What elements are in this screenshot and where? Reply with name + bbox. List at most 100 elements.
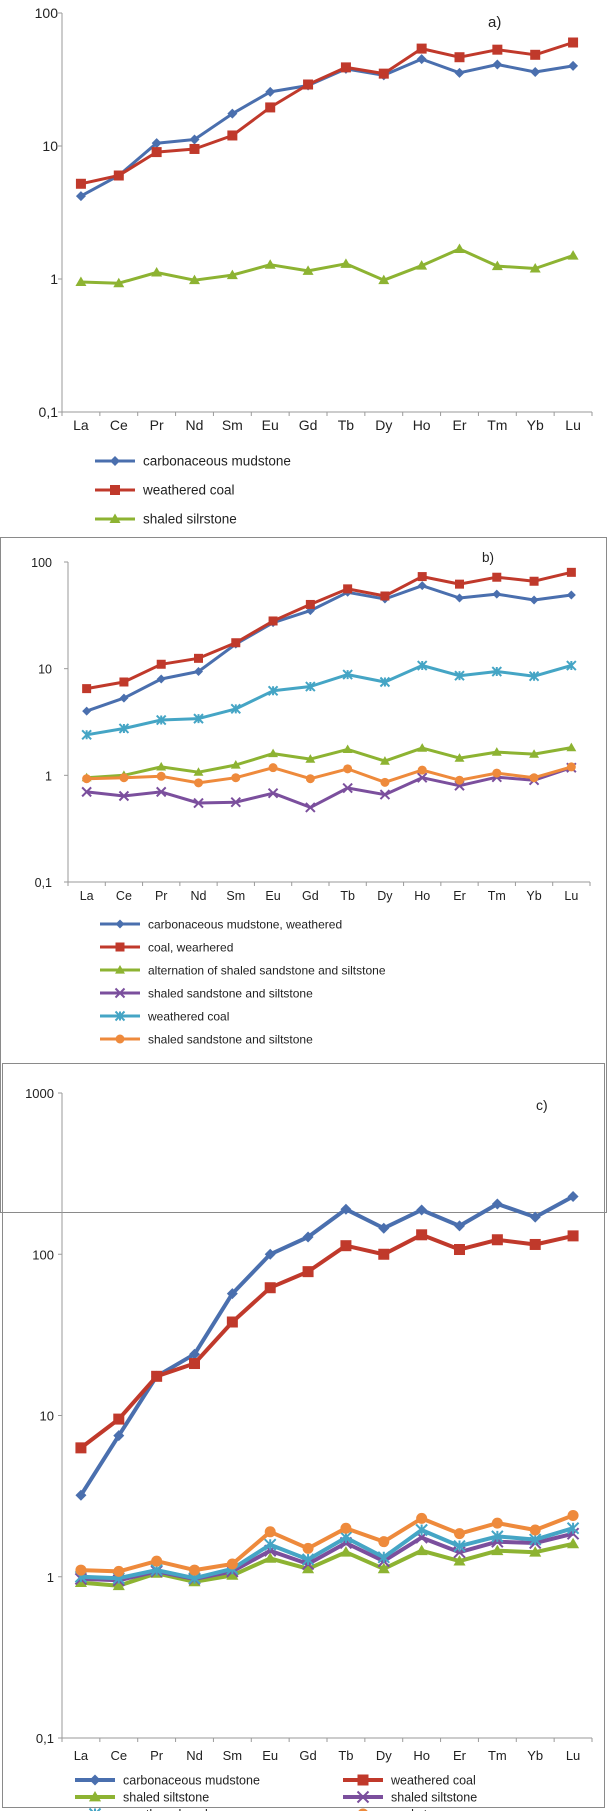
legend: carbonaceous mudstone, weathered coal, we… [100, 918, 386, 1047]
data-point [491, 1530, 504, 1543]
data-point [302, 1266, 314, 1278]
series-1 [82, 581, 576, 716]
legend-label: carbonaceous mudstone [143, 454, 291, 469]
chart-frame [2, 1063, 605, 1808]
series-5 [74, 1522, 580, 1585]
x-tick-label: Yb [527, 1748, 543, 1763]
data-point [340, 1240, 352, 1252]
data-point [264, 1248, 276, 1260]
x-tick-label: Eu [262, 417, 279, 433]
y-tick-label: 0,1 [39, 404, 59, 420]
data-point [529, 773, 539, 783]
data-point [302, 1542, 314, 1554]
x-tick-label: Pr [150, 417, 164, 433]
y-tick-label: 10 [38, 663, 52, 677]
data-point [113, 1413, 125, 1425]
data-point [530, 67, 541, 78]
data-point [340, 1522, 352, 1534]
legend-marker [88, 1807, 102, 1811]
data-point [529, 1533, 542, 1546]
data-point [415, 1523, 428, 1537]
data-point [377, 1551, 390, 1564]
legend-label: carbonaceous mudstone, weathered [148, 918, 342, 932]
legend-item: shaled sandstone and siltstone [100, 1033, 313, 1047]
chart-panel-b: 0,1 1 10 100 La Ce Pr Nd Sm Eu Gd Tb Dy Ho Er Tm Yb Lu b) c… [0, 537, 607, 1213]
panel-label: c) [536, 1097, 548, 1113]
data-point [305, 802, 316, 813]
data-point [151, 138, 162, 149]
legend: carbonaceous mudstone weathered coal shale… [75, 1774, 477, 1811]
data-point [378, 1248, 390, 1260]
data-point [113, 1430, 125, 1442]
data-point [568, 37, 579, 48]
data-point [417, 572, 427, 582]
data-point [151, 266, 163, 277]
data-point [302, 1562, 315, 1574]
data-point [491, 666, 502, 677]
data-point [113, 170, 124, 181]
y-tick-label: 10 [42, 138, 58, 154]
data-point [227, 130, 238, 141]
data-point [340, 1203, 352, 1215]
legend-item: weathered coal [88, 1807, 208, 1811]
x-tick-label: La [73, 417, 89, 433]
y-tick-label: 100 [35, 5, 59, 21]
series-line [80, 1541, 574, 1588]
data-point [455, 775, 464, 785]
legend-item: weathered coal [100, 1010, 229, 1024]
data-point [491, 260, 503, 271]
series-line [80, 1513, 574, 1574]
series-line [86, 766, 572, 809]
data-point [567, 250, 579, 260]
x-tick-label: Yb [527, 417, 544, 433]
chart-panel-a: 0,1 1 10 100 La Ce Pr Nd Sm Eu Gd Tb Dy Ho Er Tm Yb Lu a) c… [35, 5, 593, 527]
data-point [566, 567, 576, 577]
legend-label: alternation of shaled sandstone and silt… [148, 964, 386, 978]
legend-label: coal, wearhered [148, 941, 233, 955]
x-tick-label: Ce [110, 1748, 127, 1763]
data-point [189, 1358, 200, 1370]
data-point [491, 1234, 503, 1246]
data-point [226, 1569, 239, 1580]
data-point [529, 749, 540, 758]
data-point [454, 52, 465, 63]
data-point [151, 1555, 163, 1567]
x-tick-label: Yb [526, 889, 541, 903]
data-point [230, 796, 241, 808]
x-tick-label: Dy [376, 1748, 392, 1763]
data-point [119, 693, 129, 703]
x-tick-label: Tm [488, 889, 506, 903]
data-point [302, 265, 314, 275]
legend-item: weathered coal [95, 483, 235, 498]
data-point [82, 774, 92, 784]
legend-item: coal, wearhered [100, 941, 233, 955]
legend-item: carbonaceous mudstone, weathered [100, 918, 342, 932]
data-point [301, 1553, 315, 1566]
data-point [416, 54, 427, 65]
x-tick-label: Ho [413, 1748, 430, 1763]
data-point [454, 753, 465, 762]
y-tick-label: 0,1 [36, 1731, 54, 1746]
series-line [86, 746, 572, 780]
x-tick-label: Er [453, 1748, 467, 1763]
legend-label: shaled sandstone and siltstone [148, 1033, 313, 1047]
data-point [189, 1564, 200, 1576]
data-point [156, 771, 166, 781]
data-point [455, 579, 464, 589]
data-point [82, 684, 92, 694]
x-tick-label: Eu [262, 1748, 278, 1763]
x-tick-label: Tm [487, 417, 507, 433]
data-point [189, 134, 200, 145]
data-point [567, 1537, 580, 1549]
legend-item: shaled siltstone [343, 1791, 477, 1805]
legend-label: weathered coal [390, 1774, 476, 1788]
data-point [82, 706, 92, 716]
legend-label: shaled silrstone [143, 512, 237, 527]
data-point [194, 778, 203, 788]
data-point [453, 1539, 466, 1553]
data-point [491, 1544, 504, 1556]
x-tick-label: Lu [565, 417, 581, 433]
series-2 [75, 37, 579, 189]
series-line [86, 765, 572, 785]
